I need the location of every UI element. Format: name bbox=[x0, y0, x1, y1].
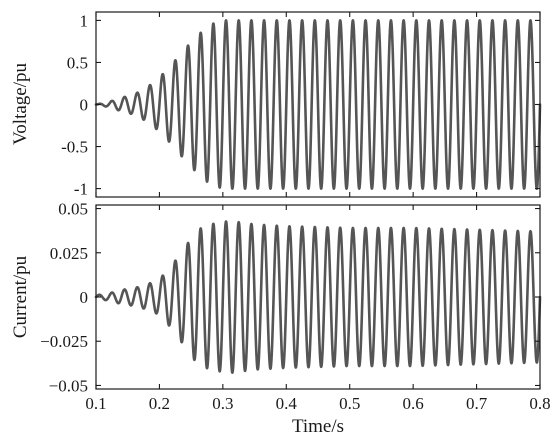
y-tick-label: 0.05 bbox=[58, 200, 88, 219]
y-tick-label: −0.025 bbox=[40, 332, 88, 351]
y-axis-label: Voltage/pu bbox=[10, 63, 31, 145]
y-tick-label: 0 bbox=[80, 288, 89, 307]
y-tick-label: -0.5 bbox=[61, 138, 88, 157]
current-panel: 0.05 0.025 0 −0.025 −0.050.1 0.2 0.3 0.4 0.5 0.6 0… bbox=[10, 200, 550, 437]
x-tick-label: 0.4 bbox=[276, 394, 298, 413]
x-tick-label: 0.8 bbox=[529, 394, 550, 413]
x-tick-label: 0.6 bbox=[403, 394, 424, 413]
x-tick-label: 0.7 bbox=[466, 394, 488, 413]
x-axis-label: Time/s bbox=[292, 416, 344, 437]
y-tick-label: -1 bbox=[74, 180, 88, 199]
y-tick-label: 0.025 bbox=[50, 244, 88, 263]
y-tick-label: 1 bbox=[80, 11, 89, 30]
y-tick-label: 0.5 bbox=[67, 53, 88, 72]
y-axis-label: Current/pu bbox=[10, 255, 31, 338]
y-tick-label: 0 bbox=[80, 96, 89, 115]
x-tick-label: 0.2 bbox=[149, 394, 170, 413]
voltage-panel: 1 0.5 0 -0.5 -1 Voltage/pu bbox=[10, 11, 542, 199]
x-tick-label: 0.1 bbox=[85, 394, 106, 413]
y-tick-label: −0.05 bbox=[49, 376, 88, 395]
x-tick-label: 0.3 bbox=[212, 394, 233, 413]
series-line-0 bbox=[94, 220, 542, 374]
x-tick-label: 0.5 bbox=[339, 394, 360, 413]
series-line-0 bbox=[94, 19, 542, 190]
